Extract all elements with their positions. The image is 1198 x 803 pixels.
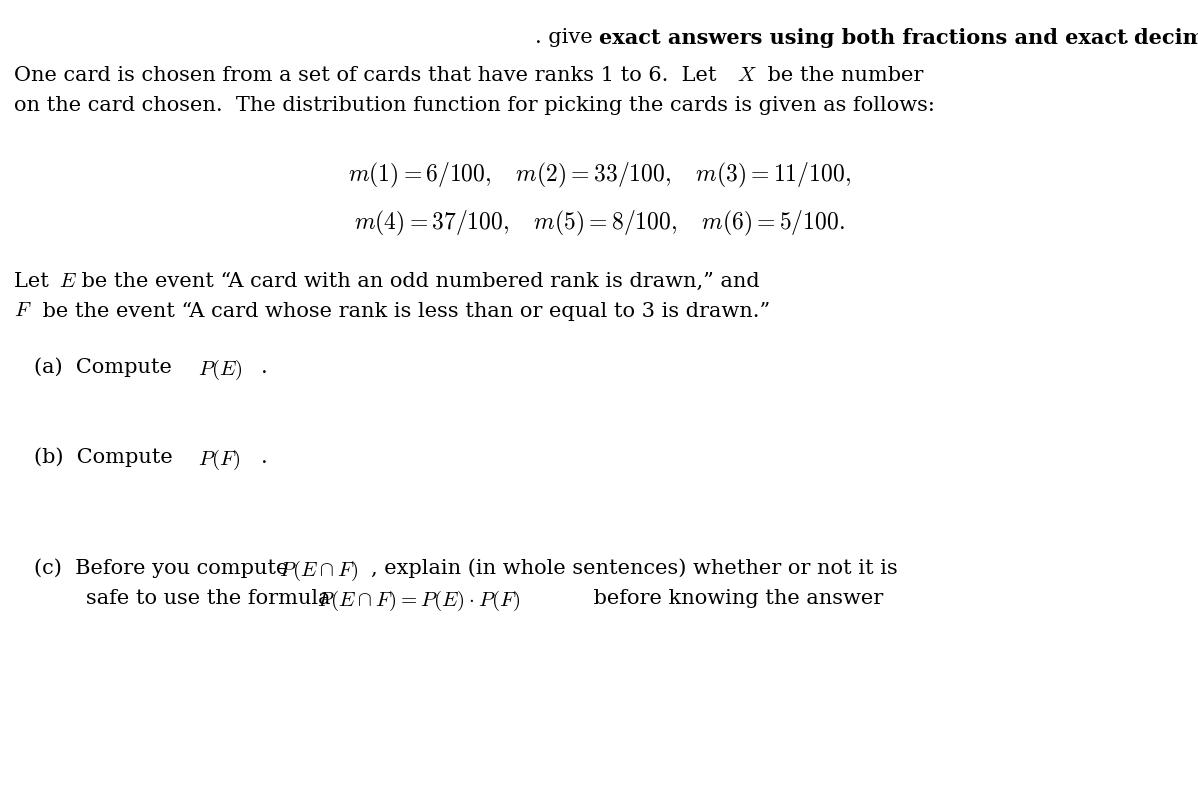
Text: $F$: $F$ bbox=[14, 301, 32, 320]
Text: $E$: $E$ bbox=[59, 271, 77, 291]
Text: be the number: be the number bbox=[761, 66, 924, 85]
Text: $P(E \cap F)$: $P(E \cap F)$ bbox=[279, 558, 358, 582]
Text: before knowing the answer: before knowing the answer bbox=[587, 588, 883, 607]
Text: be the event “A card with an odd numbered rank is drawn,” and: be the event “A card with an odd numbere… bbox=[75, 271, 760, 291]
Text: , explain (in whole sentences) whether or not it is: , explain (in whole sentences) whether o… bbox=[371, 558, 898, 577]
Text: be the event “A card whose rank is less than or equal to 3 is drawn.”: be the event “A card whose rank is less … bbox=[36, 301, 770, 320]
Text: . give: . give bbox=[534, 28, 599, 47]
Text: Let: Let bbox=[14, 271, 56, 291]
Text: (c)  Before you compute: (c) Before you compute bbox=[34, 558, 295, 577]
Text: $m(4) = 37/100, \quad m(5) = 8/100, \quad m(6) = 5/100.$: $m(4) = 37/100, \quad m(5) = 8/100, \qua… bbox=[353, 209, 845, 238]
Text: One card is chosen from a set of cards that have ranks 1 to 6.  Let: One card is chosen from a set of cards t… bbox=[14, 66, 724, 85]
Text: (a)  Compute: (a) Compute bbox=[34, 357, 179, 377]
Text: .: . bbox=[261, 447, 268, 467]
Text: (b)  Compute: (b) Compute bbox=[34, 447, 179, 467]
Text: .: . bbox=[261, 357, 268, 377]
Text: $X$: $X$ bbox=[737, 66, 756, 85]
Text: $m(1) = 6/100, \quad m(2) = 33/100, \quad m(3) = 11/100,$: $m(1) = 6/100, \quad m(2) = 33/100, \qua… bbox=[347, 161, 851, 190]
Text: $P(E)$: $P(E)$ bbox=[198, 357, 242, 381]
Text: on the card chosen.  The distribution function for picking the cards is given as: on the card chosen. The distribution fun… bbox=[14, 96, 936, 116]
Text: exact answers using both fractions and exact decimals: exact answers using both fractions and e… bbox=[599, 28, 1198, 48]
Text: safe to use the formula: safe to use the formula bbox=[86, 588, 338, 607]
Text: .: . bbox=[1123, 28, 1130, 47]
Text: $P(E \cap F) = P(E) \cdot P(F)$: $P(E \cap F) = P(E) \cdot P(F)$ bbox=[317, 588, 521, 612]
Text: $P(F)$: $P(F)$ bbox=[198, 447, 241, 471]
